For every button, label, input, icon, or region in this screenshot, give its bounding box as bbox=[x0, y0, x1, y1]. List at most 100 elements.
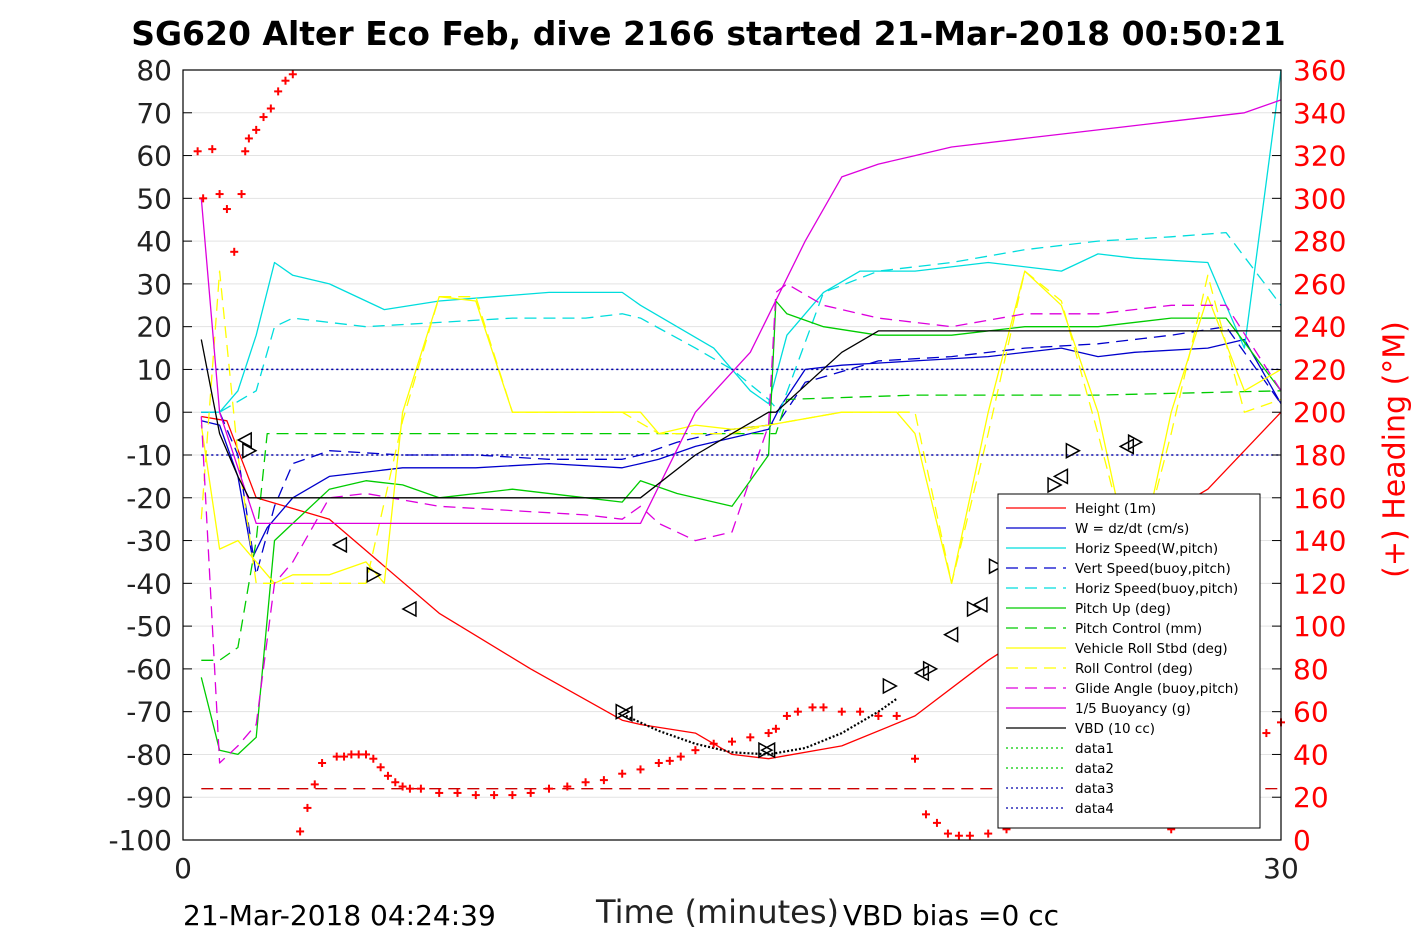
y2-tick-label: 240 bbox=[1293, 311, 1346, 344]
triangle-marker bbox=[401, 600, 417, 618]
heading-marker bbox=[911, 754, 919, 763]
y-tick-label: -30 bbox=[126, 525, 172, 558]
triangle-marker bbox=[242, 442, 258, 459]
heading-marker bbox=[563, 782, 572, 791]
heading-marker bbox=[892, 711, 901, 720]
series-line bbox=[201, 390, 1282, 661]
legend-label: Horiz Speed(buoy,pitch) bbox=[1075, 581, 1238, 597]
legend-label: data1 bbox=[1075, 741, 1114, 757]
heading-marker bbox=[837, 707, 846, 716]
heading-marker bbox=[391, 778, 400, 787]
series-line bbox=[200, 300, 1282, 756]
y-tick-label: 30 bbox=[136, 268, 172, 301]
triangle-marker bbox=[758, 741, 774, 759]
y2-axis-label: (+) Heading (°M) bbox=[1377, 321, 1413, 578]
heading-marker bbox=[303, 803, 312, 812]
triangle-marker bbox=[922, 660, 939, 678]
heading-marker bbox=[654, 759, 663, 767]
y2-tick-label: 220 bbox=[1293, 353, 1346, 386]
heading-marker bbox=[310, 780, 319, 789]
series-line bbox=[200, 330, 1281, 499]
heading-marker bbox=[1262, 729, 1271, 738]
heading-marker bbox=[296, 827, 305, 836]
heading-marker bbox=[222, 205, 231, 214]
triangle-marker bbox=[882, 677, 898, 695]
heading-marker bbox=[215, 190, 224, 199]
heading-marker bbox=[943, 829, 952, 838]
heading-marker bbox=[193, 147, 202, 156]
triangle-marker bbox=[972, 596, 988, 613]
triangle-marker bbox=[1052, 468, 1069, 485]
x-axis-label: Time (minutes) bbox=[596, 893, 839, 931]
heading-marker bbox=[453, 788, 462, 797]
triangle-marker bbox=[943, 626, 959, 643]
y-tick-label: -10 bbox=[126, 439, 172, 472]
heading-marker bbox=[856, 707, 865, 716]
x-tick-label: 0 bbox=[174, 852, 192, 885]
y-tick-label: 50 bbox=[136, 182, 172, 215]
y2-tick-label: 340 bbox=[1293, 97, 1346, 130]
heading-marker bbox=[874, 711, 883, 720]
heading-marker bbox=[347, 750, 356, 759]
y2-tick-label: 300 bbox=[1293, 182, 1346, 215]
heading-marker bbox=[383, 771, 392, 780]
y-tick-label: -70 bbox=[126, 696, 172, 729]
y-tick-label: -20 bbox=[126, 482, 172, 515]
heading-marker bbox=[793, 707, 802, 716]
legend-label: W = dz/dt (cm/s) bbox=[1075, 521, 1189, 537]
y-tick-label: 20 bbox=[136, 311, 172, 344]
y2-tick-label: 280 bbox=[1293, 225, 1346, 258]
legend-label: Height (1m) bbox=[1075, 501, 1156, 517]
series-line bbox=[200, 99, 1282, 525]
y2-tick-label: 100 bbox=[1293, 610, 1346, 643]
legend-label: Roll Control (deg) bbox=[1075, 661, 1193, 677]
y2-tick-label: 60 bbox=[1293, 696, 1329, 729]
triangle-marker bbox=[366, 566, 382, 584]
heading-marker bbox=[435, 788, 444, 797]
legend: Height (1m) W = dz/dt (cm/s) Horiz Speed(W… bbox=[997, 493, 1261, 829]
heading-marker bbox=[782, 711, 791, 720]
x-axis-ticks: 0 30 bbox=[174, 831, 1299, 885]
triangle-marker bbox=[1047, 476, 1063, 494]
heading-marker bbox=[471, 791, 480, 800]
heading-marker bbox=[808, 703, 817, 712]
heading-marker bbox=[545, 784, 553, 793]
legend-box bbox=[997, 493, 1261, 829]
y-tick-label: -90 bbox=[126, 781, 172, 814]
heading-marker bbox=[354, 750, 363, 759]
y2-tick-label: 0 bbox=[1293, 824, 1311, 857]
heading-marker bbox=[771, 724, 780, 733]
heading-marker bbox=[259, 113, 268, 122]
heading-marker bbox=[932, 818, 941, 827]
y2-tick-label: 200 bbox=[1293, 396, 1346, 429]
heading-marker bbox=[581, 778, 590, 787]
y-tick-label: 40 bbox=[136, 225, 172, 258]
y-tick-label: 10 bbox=[136, 353, 172, 386]
y2-tick-label: 260 bbox=[1293, 268, 1346, 301]
y2-tick-label: 360 bbox=[1293, 54, 1346, 87]
y2-tick-label: 120 bbox=[1293, 567, 1346, 600]
legend-label: data3 bbox=[1075, 781, 1114, 797]
heading-marker bbox=[332, 752, 341, 761]
y-tick-label: -100 bbox=[108, 824, 172, 857]
footer-timestamp: 21-Mar-2018 04:24:39 bbox=[183, 899, 496, 932]
heading-marker bbox=[405, 784, 414, 793]
heading-marker bbox=[965, 831, 974, 840]
triangle-marker bbox=[913, 664, 930, 682]
heading-marker bbox=[636, 765, 645, 774]
y-tick-label: 70 bbox=[136, 97, 172, 130]
series-line bbox=[201, 231, 1282, 413]
chart-title: SG620 Alter Eco Feb, dive 2166 started 2… bbox=[131, 14, 1286, 53]
legend-label: Vehicle Roll Stbd (deg) bbox=[1075, 641, 1228, 657]
heading-marker bbox=[921, 810, 930, 819]
series-line bbox=[201, 326, 1282, 576]
y-tick-label: -40 bbox=[126, 567, 172, 600]
y-tick-label: -60 bbox=[126, 653, 172, 686]
heading-marker bbox=[954, 831, 963, 840]
heading-marker bbox=[490, 791, 499, 800]
heading-marker bbox=[230, 247, 239, 256]
heading-marker bbox=[318, 759, 327, 767]
y2-tick-label: 40 bbox=[1293, 738, 1329, 771]
y2-tick-label: 20 bbox=[1293, 781, 1329, 814]
triangle-marker bbox=[988, 557, 1005, 575]
